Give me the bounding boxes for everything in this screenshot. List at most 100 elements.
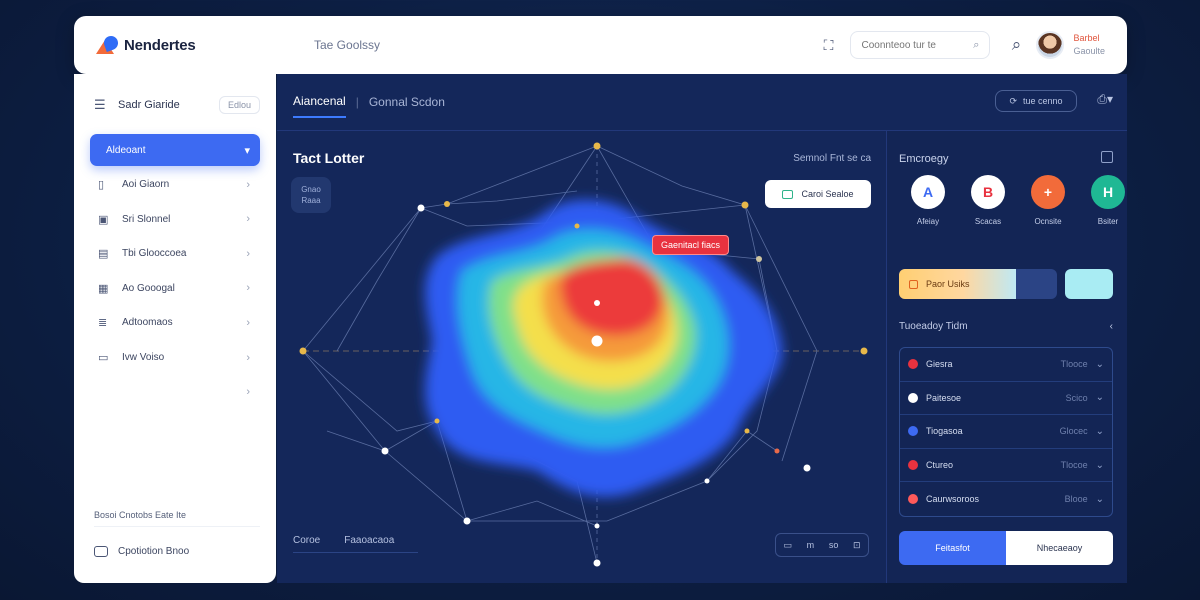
- sidebar: ☰ Sadr Giaride Edlou Aldeoant ▾ ▯ Aoi Gi…: [74, 74, 276, 583]
- bottom-tab-2[interactable]: Faaoacaoa: [344, 535, 395, 546]
- summary-header: Tuoeadoy Tidm ‹: [899, 321, 1113, 332]
- category-label: Scacas: [974, 217, 1002, 226]
- sidebar-item-7[interactable]: ›: [90, 376, 260, 408]
- filter-button[interactable]: ⟳ tue cenno: [995, 90, 1077, 112]
- secondary-action-button[interactable]: Nhecaeaoy: [1006, 531, 1113, 565]
- layout-icon: [782, 189, 794, 199]
- print-icon[interactable]: ⎙▾: [1097, 92, 1113, 106]
- list-item[interactable]: Paitesoe Scico ⌄: [900, 382, 1112, 416]
- stack-icon: ≣: [98, 317, 108, 330]
- progress-secondary-button[interactable]: [1065, 269, 1113, 299]
- list-item[interactable]: Giesra Tlooce ⌄: [900, 348, 1112, 382]
- right-panel-title: Emcroegy: [899, 153, 949, 165]
- expand-icon[interactable]: ⊡: [853, 539, 861, 550]
- help-label: Cpotiotion Bnoo: [118, 546, 190, 557]
- sidebar-item-label: Tbi Glooccoea: [122, 248, 187, 260]
- grid-icon: ▦: [98, 282, 109, 295]
- list-item[interactable]: Tiogasoa Glocec ⌄: [900, 415, 1112, 449]
- list-item[interactable]: Caurwsoroos Blooe ⌄: [900, 482, 1112, 516]
- tab-secondary[interactable]: Gonnal Scdon: [368, 95, 445, 109]
- chat-icon: ▭: [98, 352, 109, 365]
- filter-label: tue cenno: [1023, 96, 1063, 106]
- item-dot-icon: [908, 359, 918, 370]
- legend-badge-line-1: Gnao: [301, 185, 321, 194]
- help-link[interactable]: Cpotiotion Bnoo: [94, 546, 189, 557]
- category-list: A Afeiay B Scacas + Ocnsite H Bsiter: [899, 175, 1139, 226]
- list-item-value: Tlocoe: [1060, 460, 1088, 471]
- document-icon: ▤: [98, 248, 109, 261]
- frame-icon[interactable]: ▭: [783, 539, 792, 550]
- visualization-bottom-tabs: Coroe Faaoacaoa: [293, 535, 419, 553]
- category-icon: B: [971, 175, 1005, 209]
- collapse-icon[interactable]: ‹: [1109, 321, 1113, 332]
- brand[interactable]: Nendertes: [96, 34, 292, 54]
- list-item-name: Caurwsoroos: [926, 494, 980, 505]
- toolbar-item-2[interactable]: so: [828, 540, 839, 550]
- search-input[interactable]: [861, 39, 974, 51]
- right-panel: Emcroegy A Afeiay B Scacas + Ocnsite H B…: [886, 131, 1127, 583]
- tab-active[interactable]: Aiancenal: [293, 94, 346, 118]
- legend-badge[interactable]: Gnao Raaa: [291, 177, 331, 213]
- network-heatmap[interactable]: [277, 131, 885, 583]
- category-0[interactable]: A Afeiay: [899, 175, 957, 226]
- breadcrumb[interactable]: Tae Goolssy: [314, 38, 381, 52]
- box-icon: [909, 279, 918, 289]
- tab-separator: |: [355, 95, 359, 109]
- message-icon: [94, 546, 108, 557]
- chevron-down-icon[interactable]: ⌄: [1095, 459, 1104, 471]
- category-label: Ocnsite: [1034, 217, 1062, 226]
- brand-logo-icon: [96, 34, 120, 54]
- main-tabs: Aiancenal | Gonnal Scdon: [293, 94, 445, 118]
- chevron-right-icon: ›: [246, 213, 250, 226]
- search-icon[interactable]: ⌕: [973, 38, 980, 51]
- expand-icon[interactable]: ⛶: [823, 36, 834, 53]
- visualization-title: Tact Lotter: [293, 150, 365, 166]
- chevron-down-icon: ▾: [244, 144, 250, 157]
- chevron-down-icon[interactable]: ⌄: [1095, 392, 1104, 404]
- main-panel: Aiancenal | Gonnal Scdon ⟳ tue cenno ⎙▾: [277, 74, 1127, 583]
- visualization-area: Tact Lotter Semnol Fnt se ca Gnao Raaa C…: [277, 131, 885, 583]
- hotspot-label[interactable]: Gaenitacl fiacs: [652, 235, 730, 255]
- grid-icon[interactable]: [1101, 151, 1113, 163]
- user-info[interactable]: Barbel Gaoulte: [1073, 32, 1105, 58]
- bottom-tab-1[interactable]: Coroe: [293, 535, 321, 546]
- sidebar-item-label: Ao Gooogal: [122, 282, 175, 294]
- list-item-value: Scico: [1065, 392, 1088, 403]
- item-dot-icon: [908, 392, 918, 403]
- chevron-down-icon[interactable]: ⌄: [1095, 358, 1104, 370]
- sidebar-item-2[interactable]: ▣ Sri Slonnel ›: [90, 203, 260, 235]
- panel-actions: Feitasfot Nhecaeaoy: [899, 531, 1113, 565]
- list-item-value: Glocec: [1059, 426, 1088, 437]
- sidebar-item-5[interactable]: ≣ Adtoomaos ›: [90, 307, 260, 339]
- chevron-right-icon: ›: [246, 316, 250, 329]
- network-nodes[interactable]: [299, 142, 868, 567]
- sidebar-item-4[interactable]: ▦ Ao Gooogal ›: [90, 272, 260, 304]
- sidebar-item-6[interactable]: ▭ Ivw Voiso ›: [90, 342, 260, 374]
- chevron-right-icon: ›: [246, 178, 250, 191]
- magnifier-icon[interactable]: ⌕: [1011, 35, 1022, 54]
- list-item[interactable]: Ctureo Tlocoe ⌄: [900, 449, 1112, 483]
- divider: [277, 130, 1127, 131]
- chevron-down-icon[interactable]: ⌄: [1095, 493, 1104, 505]
- category-icon: A: [911, 175, 945, 209]
- overlay-toggle-button[interactable]: Caroi Sealoe: [765, 180, 871, 208]
- sidebar-item-3[interactable]: ▤ Tbi Glooccoea ›: [90, 238, 260, 270]
- sidebar-item-0[interactable]: Aldeoant ▾: [90, 134, 260, 166]
- legend-badge-line-2: Raaa: [301, 196, 321, 205]
- user-role: Gaoulte: [1073, 46, 1105, 56]
- avatar[interactable]: [1036, 31, 1065, 59]
- sidebar-edit-button[interactable]: Edlou: [218, 96, 260, 114]
- category-1[interactable]: B Scacas: [959, 175, 1017, 226]
- summary-title: Tuoeadoy Tidm: [899, 321, 968, 332]
- toolbar-item-1[interactable]: m: [806, 540, 815, 550]
- sidebar-item-1[interactable]: ▯ Aoi Giaorn ›: [90, 169, 260, 201]
- category-2[interactable]: + Ocnsite: [1019, 175, 1077, 226]
- brand-name: Nendertes: [124, 36, 196, 54]
- progress-label: Paor Usiks: [926, 279, 970, 289]
- category-3[interactable]: H Bsiter: [1079, 175, 1137, 226]
- progress-bar[interactable]: Paor Usiks: [899, 269, 1057, 299]
- zoom-toolbar: ▭ m so ⊡: [775, 533, 869, 557]
- search-box[interactable]: ⌕: [850, 31, 991, 59]
- primary-action-button[interactable]: Feitasfot: [899, 531, 1006, 565]
- chevron-down-icon[interactable]: ⌄: [1095, 425, 1104, 437]
